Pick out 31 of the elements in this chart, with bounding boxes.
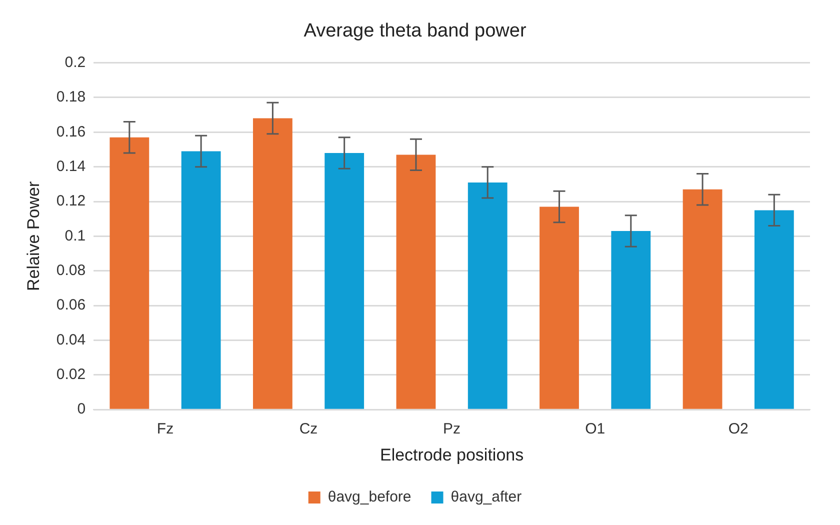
y-tick-label: 0.16: [56, 123, 86, 140]
x-tick-label: O1: [585, 420, 606, 438]
chart-title: Average theta band power: [304, 20, 527, 42]
y-tick-label: 0.2: [64, 54, 86, 71]
x-tick-label: Cz: [299, 420, 318, 438]
y-tick-label: 0.12: [56, 192, 86, 210]
y-tick-label: 0.04: [56, 331, 86, 348]
bar: [252, 118, 292, 409]
x-tick-label: Pz: [443, 420, 461, 438]
x-axis-title: Electrode positions: [380, 445, 524, 464]
legend-label: θavg_before: [328, 488, 412, 506]
bar: [396, 154, 436, 409]
y-tick-label: 0.06: [56, 296, 86, 314]
bar: [110, 137, 150, 409]
x-tick-label: Fz: [156, 420, 174, 438]
bar: [468, 182, 508, 409]
bar: [540, 206, 579, 409]
bar: [181, 151, 221, 409]
bar: [682, 189, 722, 409]
y-tick-label: 0.1: [64, 227, 86, 244]
legend-label: θavg_after: [450, 488, 522, 506]
y-tick-label: 0: [77, 400, 86, 418]
y-axis-title: Relaive Power: [24, 181, 43, 292]
y-tick-label: 0.08: [56, 262, 86, 280]
bar: [611, 231, 651, 409]
y-tick-label: 0.02: [56, 366, 86, 384]
y-tick-label: 0.14: [56, 158, 86, 175]
bar: [324, 152, 364, 409]
y-tick-label: 0.18: [56, 88, 86, 106]
x-tick-label: O2: [728, 420, 748, 438]
bar: [754, 210, 794, 409]
